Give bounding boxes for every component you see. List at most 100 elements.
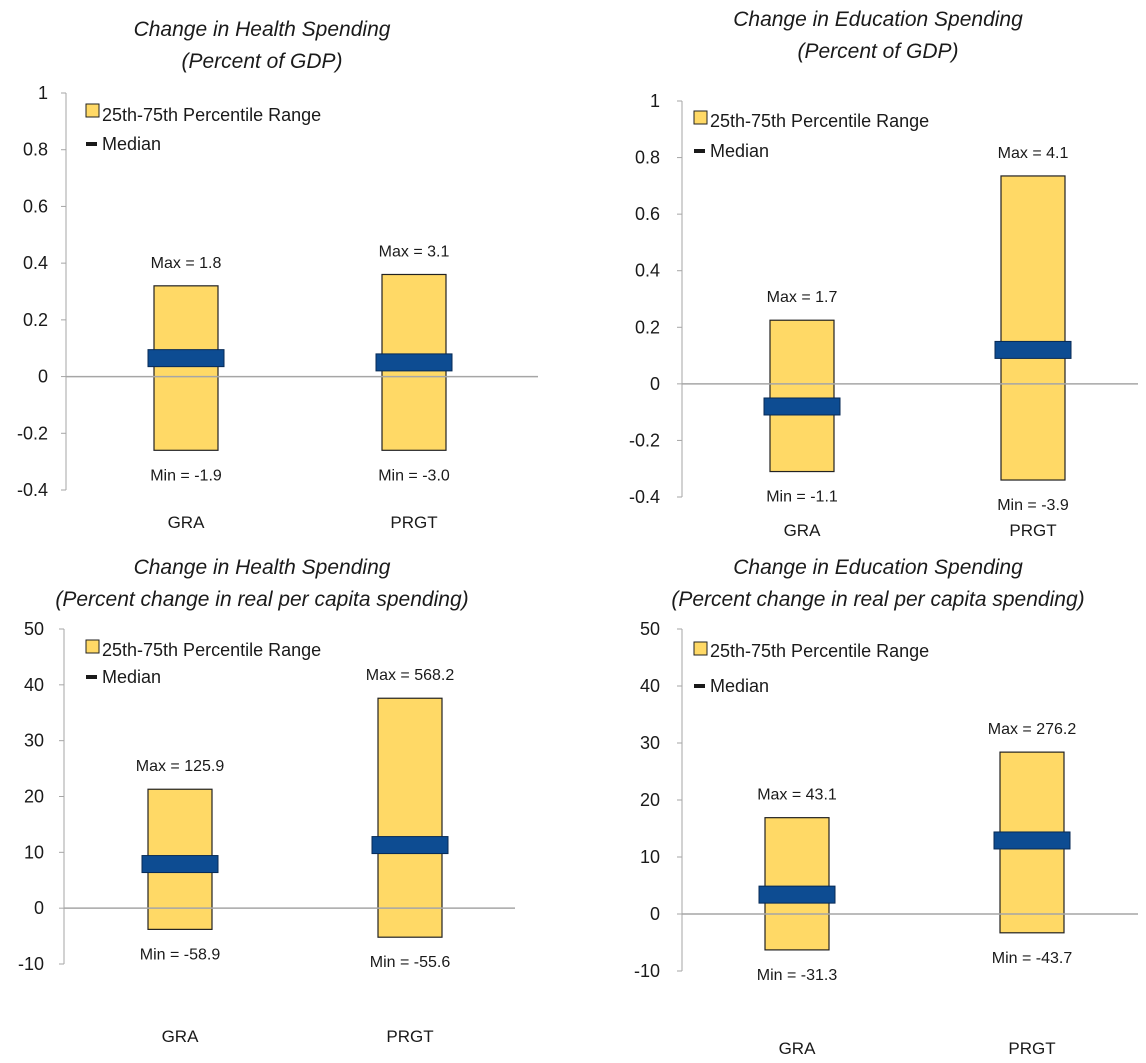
legend-range-label: 25th-75th Percentile Range bbox=[710, 111, 929, 131]
chart-panel-1: Change in Health Spending (Percent of GDP… bbox=[17, 18, 538, 532]
y-tick-label: 0.4 bbox=[635, 261, 660, 281]
median-marker-gra bbox=[141, 855, 219, 874]
y-tick-label: -0.4 bbox=[629, 487, 660, 507]
chart-title: Change in Health Spending bbox=[134, 556, 391, 579]
chart-subtitle: (Percent change in real per capita spend… bbox=[55, 588, 468, 611]
chart-subtitle: (Percent of GDP) bbox=[797, 40, 958, 63]
chart-panel-2: Change in Education Spending (Percent of … bbox=[629, 8, 1138, 540]
category-label: PRGT bbox=[386, 1027, 433, 1046]
median-marker-prgt bbox=[993, 831, 1071, 850]
y-tick-label: 30 bbox=[640, 733, 660, 753]
range-bar-gra bbox=[153, 285, 219, 451]
y-tick-label: 30 bbox=[24, 731, 44, 751]
chart-title: Change in Education Spending bbox=[733, 8, 1023, 31]
y-tick-label: 1 bbox=[650, 91, 660, 111]
max-label: Max = 4.1 bbox=[998, 145, 1069, 162]
legend-range-swatch bbox=[693, 641, 708, 656]
category-label: GRA bbox=[779, 1039, 817, 1058]
category-label: PRGT bbox=[390, 513, 437, 532]
y-tick-label: -0.2 bbox=[17, 423, 48, 443]
median-marker-gra bbox=[147, 349, 225, 368]
legend: 25th-75th Percentile Range Median bbox=[693, 110, 929, 161]
y-tick-label: 40 bbox=[640, 676, 660, 696]
max-label: Max = 3.1 bbox=[379, 243, 450, 260]
legend-range-swatch bbox=[85, 639, 100, 654]
y-tick-label: 0.2 bbox=[635, 317, 660, 337]
median-marker-prgt bbox=[375, 353, 453, 372]
category-label: GRA bbox=[168, 513, 206, 532]
chart-subtitle: (Percent change in real per capita spend… bbox=[671, 588, 1084, 611]
y-tick-label: 0.8 bbox=[23, 140, 48, 160]
range-bar-prgt bbox=[377, 697, 443, 938]
median-marker-gra bbox=[763, 397, 841, 416]
max-label: Max = 276.2 bbox=[988, 721, 1077, 738]
legend-range-label: 25th-75th Percentile Range bbox=[102, 105, 321, 125]
max-label: Max = 43.1 bbox=[757, 787, 837, 804]
y-tick-label: -10 bbox=[634, 961, 660, 981]
min-label: Min = -3.0 bbox=[378, 467, 450, 484]
category-label: PRGT bbox=[1009, 521, 1056, 540]
max-label: Max = 125.9 bbox=[136, 758, 225, 775]
legend-range-swatch bbox=[85, 103, 100, 118]
legend-range-swatch bbox=[693, 110, 708, 125]
legend: 25th-75th Percentile Range Median bbox=[693, 641, 929, 696]
legend-median-swatch bbox=[694, 684, 705, 688]
min-label: Min = -3.9 bbox=[997, 497, 1069, 514]
min-label: Min = -55.6 bbox=[370, 954, 451, 971]
y-tick-label: 0.6 bbox=[635, 204, 660, 224]
y-tick-label: 0.4 bbox=[23, 253, 48, 273]
y-tick-label: 40 bbox=[24, 675, 44, 695]
y-tick-label: -10 bbox=[18, 954, 44, 974]
y-tick-label: 20 bbox=[640, 790, 660, 810]
median-marker-prgt bbox=[994, 340, 1072, 359]
category-label: PRGT bbox=[1008, 1039, 1055, 1058]
chart-title: Change in Health Spending bbox=[134, 18, 391, 41]
max-label: Max = 1.7 bbox=[767, 289, 838, 306]
y-tick-label: 1 bbox=[38, 83, 48, 103]
y-tick-label: 0.6 bbox=[23, 196, 48, 216]
min-label: Min = -1.1 bbox=[766, 489, 838, 506]
legend-median-label: Median bbox=[102, 134, 161, 154]
y-tick-label: 50 bbox=[24, 619, 44, 639]
min-label: Min = -1.9 bbox=[150, 467, 222, 484]
range-bar-prgt bbox=[1000, 175, 1066, 481]
y-tick-label: 10 bbox=[640, 847, 660, 867]
y-tick-label: -0.2 bbox=[629, 430, 660, 450]
chart-subtitle: (Percent of GDP) bbox=[181, 50, 342, 73]
category-label: GRA bbox=[162, 1027, 200, 1046]
y-tick-label: -0.4 bbox=[17, 480, 48, 500]
legend-range-label: 25th-75th Percentile Range bbox=[710, 641, 929, 661]
chart-title: Change in Education Spending bbox=[733, 556, 1023, 579]
max-label: Max = 1.8 bbox=[151, 255, 222, 272]
y-tick-label: 10 bbox=[24, 842, 44, 862]
chart-panel-4: Change in Education Spending (Percent cha… bbox=[634, 556, 1138, 1058]
range-bar-gra bbox=[769, 319, 835, 473]
legend-median-label: Median bbox=[102, 667, 161, 687]
legend: 25th-75th Percentile Range Median bbox=[85, 639, 321, 687]
y-tick-label: 20 bbox=[24, 787, 44, 807]
legend-range-label: 25th-75th Percentile Range bbox=[102, 640, 321, 660]
legend-median-label: Median bbox=[710, 676, 769, 696]
max-label: Max = 568.2 bbox=[366, 667, 455, 684]
min-label: Min = -31.3 bbox=[757, 967, 838, 984]
median-marker-gra bbox=[758, 885, 836, 904]
legend-median-swatch bbox=[86, 675, 97, 679]
min-label: Min = -43.7 bbox=[992, 950, 1073, 967]
y-tick-label: 0 bbox=[38, 367, 48, 387]
legend: 25th-75th Percentile Range Median bbox=[85, 103, 321, 154]
y-tick-label: 0 bbox=[650, 374, 660, 394]
legend-median-label: Median bbox=[710, 141, 769, 161]
y-tick-label: 0.2 bbox=[23, 310, 48, 330]
y-tick-label: 0 bbox=[650, 904, 660, 924]
chart-panel-3: Change in Health Spending (Percent change… bbox=[18, 556, 515, 1046]
legend-median-swatch bbox=[694, 149, 705, 153]
min-label: Min = -58.9 bbox=[140, 946, 221, 963]
legend-median-swatch bbox=[86, 142, 97, 146]
range-bar-gra bbox=[764, 817, 830, 951]
median-marker-prgt bbox=[371, 836, 449, 855]
y-tick-label: 0 bbox=[34, 898, 44, 918]
y-tick-label: 50 bbox=[640, 619, 660, 639]
category-label: GRA bbox=[784, 521, 822, 540]
y-tick-label: 0.8 bbox=[635, 148, 660, 168]
